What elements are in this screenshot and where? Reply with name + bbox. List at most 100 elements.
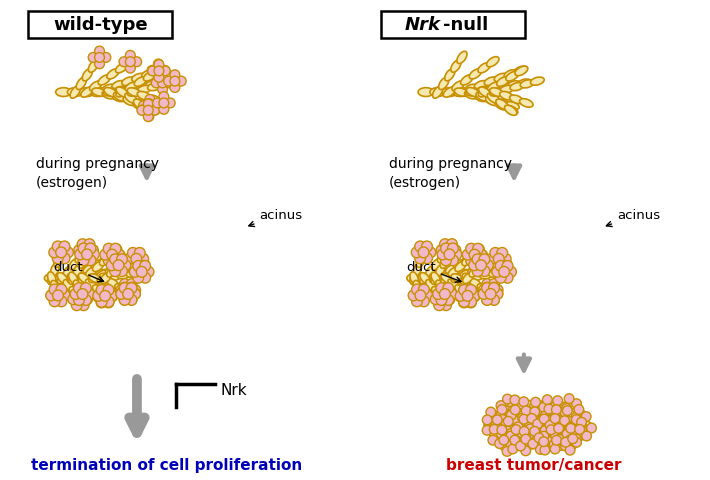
Ellipse shape	[84, 289, 94, 300]
Ellipse shape	[520, 440, 532, 450]
Ellipse shape	[129, 267, 140, 277]
Ellipse shape	[131, 261, 143, 268]
Ellipse shape	[521, 446, 530, 456]
Ellipse shape	[170, 84, 180, 93]
Ellipse shape	[97, 278, 109, 287]
Ellipse shape	[447, 243, 458, 254]
Ellipse shape	[498, 268, 510, 276]
Ellipse shape	[75, 294, 85, 305]
Ellipse shape	[571, 420, 582, 431]
Ellipse shape	[466, 297, 476, 308]
Ellipse shape	[444, 70, 455, 82]
Ellipse shape	[482, 295, 493, 306]
Ellipse shape	[75, 252, 85, 263]
Ellipse shape	[497, 248, 508, 259]
Ellipse shape	[477, 284, 489, 294]
Ellipse shape	[454, 88, 469, 97]
Ellipse shape	[518, 430, 528, 440]
Ellipse shape	[580, 421, 592, 431]
Ellipse shape	[466, 282, 479, 290]
Ellipse shape	[159, 99, 169, 108]
Ellipse shape	[436, 264, 445, 276]
Ellipse shape	[540, 441, 549, 451]
Ellipse shape	[454, 89, 468, 97]
Ellipse shape	[499, 409, 511, 420]
Ellipse shape	[446, 283, 458, 292]
Ellipse shape	[551, 409, 561, 419]
Ellipse shape	[461, 76, 473, 86]
Ellipse shape	[135, 265, 146, 276]
Ellipse shape	[102, 85, 116, 94]
Ellipse shape	[533, 431, 545, 440]
Ellipse shape	[122, 287, 135, 294]
Ellipse shape	[153, 67, 165, 76]
Ellipse shape	[144, 106, 154, 116]
Ellipse shape	[496, 261, 506, 272]
Ellipse shape	[554, 440, 565, 450]
Ellipse shape	[473, 256, 484, 266]
Ellipse shape	[157, 99, 170, 108]
Ellipse shape	[476, 87, 491, 95]
Ellipse shape	[63, 266, 74, 277]
Ellipse shape	[518, 80, 532, 87]
Ellipse shape	[82, 249, 92, 261]
Ellipse shape	[474, 256, 484, 267]
Ellipse shape	[99, 291, 111, 301]
Ellipse shape	[67, 274, 80, 283]
Ellipse shape	[418, 248, 429, 258]
Ellipse shape	[555, 423, 564, 433]
Ellipse shape	[412, 296, 422, 307]
Ellipse shape	[83, 283, 95, 292]
Ellipse shape	[505, 106, 517, 116]
Ellipse shape	[113, 284, 126, 292]
Ellipse shape	[99, 275, 112, 282]
Ellipse shape	[110, 256, 121, 266]
Ellipse shape	[74, 295, 84, 306]
Ellipse shape	[422, 253, 432, 264]
Ellipse shape	[420, 247, 427, 259]
Ellipse shape	[511, 425, 521, 434]
Ellipse shape	[485, 289, 496, 300]
Ellipse shape	[494, 74, 508, 83]
Ellipse shape	[559, 422, 572, 432]
Text: duct: duct	[54, 260, 104, 282]
Ellipse shape	[122, 289, 134, 299]
Ellipse shape	[148, 84, 161, 92]
Ellipse shape	[127, 89, 141, 97]
Ellipse shape	[138, 106, 148, 116]
Ellipse shape	[45, 274, 59, 283]
Ellipse shape	[110, 244, 121, 254]
Ellipse shape	[488, 435, 498, 445]
Ellipse shape	[114, 263, 126, 271]
Ellipse shape	[437, 278, 449, 288]
Ellipse shape	[486, 408, 496, 417]
Ellipse shape	[434, 300, 444, 311]
Ellipse shape	[550, 420, 562, 430]
Ellipse shape	[132, 58, 141, 68]
Ellipse shape	[164, 79, 174, 89]
Ellipse shape	[574, 405, 584, 414]
Ellipse shape	[492, 288, 503, 300]
Ellipse shape	[510, 84, 524, 92]
Ellipse shape	[529, 412, 539, 422]
Ellipse shape	[114, 93, 126, 102]
Ellipse shape	[96, 298, 107, 308]
Ellipse shape	[502, 273, 513, 284]
Ellipse shape	[486, 97, 498, 106]
Ellipse shape	[495, 100, 509, 108]
Ellipse shape	[497, 405, 507, 415]
Ellipse shape	[108, 273, 121, 281]
Ellipse shape	[78, 257, 87, 269]
Ellipse shape	[540, 432, 550, 442]
Ellipse shape	[119, 295, 130, 306]
Ellipse shape	[550, 402, 559, 412]
Ellipse shape	[499, 435, 508, 445]
Ellipse shape	[454, 288, 466, 297]
Ellipse shape	[145, 102, 155, 111]
Ellipse shape	[408, 290, 419, 301]
Ellipse shape	[70, 87, 80, 99]
Ellipse shape	[443, 245, 454, 256]
Ellipse shape	[471, 273, 484, 281]
Ellipse shape	[493, 255, 505, 264]
Ellipse shape	[566, 424, 576, 433]
